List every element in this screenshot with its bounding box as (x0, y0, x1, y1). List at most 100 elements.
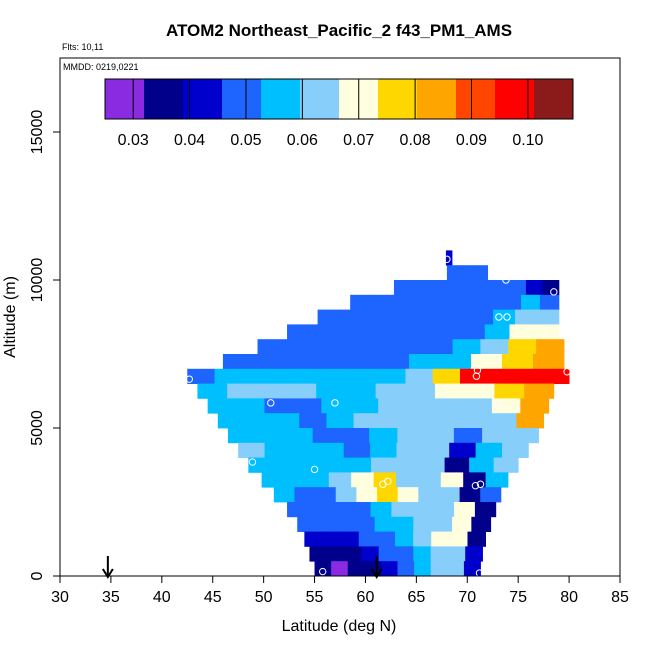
heatmap-cell (447, 546, 466, 562)
sample-point (331, 399, 339, 407)
heatmap-cell (494, 383, 525, 399)
colorbar-swatch (222, 79, 262, 119)
heatmap-cell (435, 324, 461, 340)
x-tick-label: 80 (560, 589, 578, 606)
heatmap-cell (313, 339, 342, 355)
x-tick-label: 75 (509, 589, 527, 606)
heatmap-cell (432, 516, 453, 532)
heatmap-cell (326, 546, 345, 562)
colorbar: 0.03 0.04 0.05 0.06 0.07 0.08 0.09 0.10 (104, 78, 574, 149)
heatmap-cell (349, 502, 371, 518)
heatmap-cell (350, 368, 379, 384)
heatmap-cell (388, 294, 408, 310)
heatmap-cell (257, 339, 286, 355)
heatmap-cell (489, 413, 517, 429)
heatmap-cell (317, 309, 340, 325)
y-axis-label: Altitude (m) (2, 276, 19, 358)
heatmap-cell (465, 546, 483, 562)
heatmap-cell (316, 516, 337, 532)
heatmap-cell (463, 561, 481, 577)
heatmap-cell (317, 442, 345, 458)
heatmap-cell (343, 442, 371, 458)
colorbar-tick-label: 0.10 (512, 132, 543, 149)
heatmap-cell (454, 502, 476, 518)
heatmap-cell (430, 546, 449, 562)
heatmap-cell (284, 472, 307, 488)
heatmap-cell (413, 516, 434, 532)
x-axis-label: Latitude (deg N) (282, 618, 397, 635)
heatmap-cell (311, 324, 337, 340)
heatmap-cell (435, 413, 463, 429)
sample-point (384, 477, 392, 485)
heatmap-cell (228, 428, 257, 444)
heatmap-cell (460, 265, 475, 281)
heatmap-cell (292, 398, 322, 414)
heatmap-cell (309, 546, 328, 562)
heatmap-cell (284, 428, 314, 444)
heatmap-cell (339, 309, 362, 325)
heatmap-cell (471, 309, 494, 325)
heatmap-cell (264, 398, 294, 414)
heatmap-cell (393, 280, 411, 296)
colorbar-frame (104, 78, 574, 120)
heatmap-cell (445, 250, 450, 266)
heatmap-cell (520, 294, 541, 310)
chart-title: ATOM2 Northeast_Pacific_2 f43_PM1_AMS (166, 21, 512, 40)
heatmap-cell (396, 339, 426, 355)
heatmap-cell (410, 324, 436, 340)
heatmap-cell (272, 413, 300, 429)
sample-point (310, 465, 319, 474)
heatmap-cell (525, 280, 543, 296)
heatmap-cell (491, 398, 521, 414)
heatmap-cell (261, 472, 285, 488)
x-tick-label: 55 (306, 589, 324, 606)
plot-frame (59, 57, 621, 577)
heatmap-cell (406, 398, 436, 414)
heatmap-cell (236, 398, 265, 414)
heatmap-cell (351, 472, 374, 488)
y-tick-label: 10000 (29, 258, 46, 303)
colorbar-tick-label: 0.05 (230, 132, 261, 149)
heatmap-cell (312, 428, 342, 444)
sample-point (443, 255, 451, 263)
heatmap-cell (493, 457, 519, 473)
heatmap-cell (426, 280, 444, 296)
heatmap-cell (449, 442, 477, 458)
sample-point (248, 458, 257, 466)
heatmap-cell (376, 531, 396, 547)
heatmap-cell (328, 502, 351, 518)
heatmap-cell (405, 309, 428, 325)
x-tick-label: 70 (458, 589, 476, 606)
heatmap-cell (272, 457, 298, 473)
heatmap-cell (438, 487, 460, 503)
heatmap-cell (375, 383, 406, 399)
heatmap-cell (296, 368, 325, 384)
heatmap-cell (349, 398, 379, 414)
sample-point (185, 375, 194, 383)
heatmap-cell (369, 294, 389, 310)
heatmap-cell (541, 368, 570, 384)
heatmap-cell (433, 502, 455, 518)
colorbar-tick-label: 0.09 (456, 132, 487, 149)
heatmap-cell (485, 472, 509, 488)
heatmap-cell (447, 561, 465, 577)
heatmap-cell (463, 398, 493, 414)
heatmap-cell (306, 472, 330, 488)
heatmap-cell (290, 442, 318, 458)
heatmap-cell (443, 280, 461, 296)
heatmap-cell (374, 516, 395, 532)
heatmap-cell (492, 280, 510, 296)
heatmap-cell (227, 383, 258, 399)
heatmap-cell (515, 309, 538, 325)
heatmap-cell (487, 368, 515, 384)
heatmap-cell (241, 368, 270, 384)
x-tick-label: 65 (407, 589, 425, 606)
latitude-arrow (102, 556, 114, 579)
heatmap-cell (425, 428, 455, 444)
heatmap-cell (253, 354, 286, 370)
heatmap-cell (532, 354, 565, 370)
colorbar-swatch (417, 79, 457, 119)
sample-point (502, 276, 510, 284)
sample-point (476, 480, 485, 488)
x-axis: 30 35 40 45 50 55 60 65 70 75 80 85 (51, 576, 629, 606)
